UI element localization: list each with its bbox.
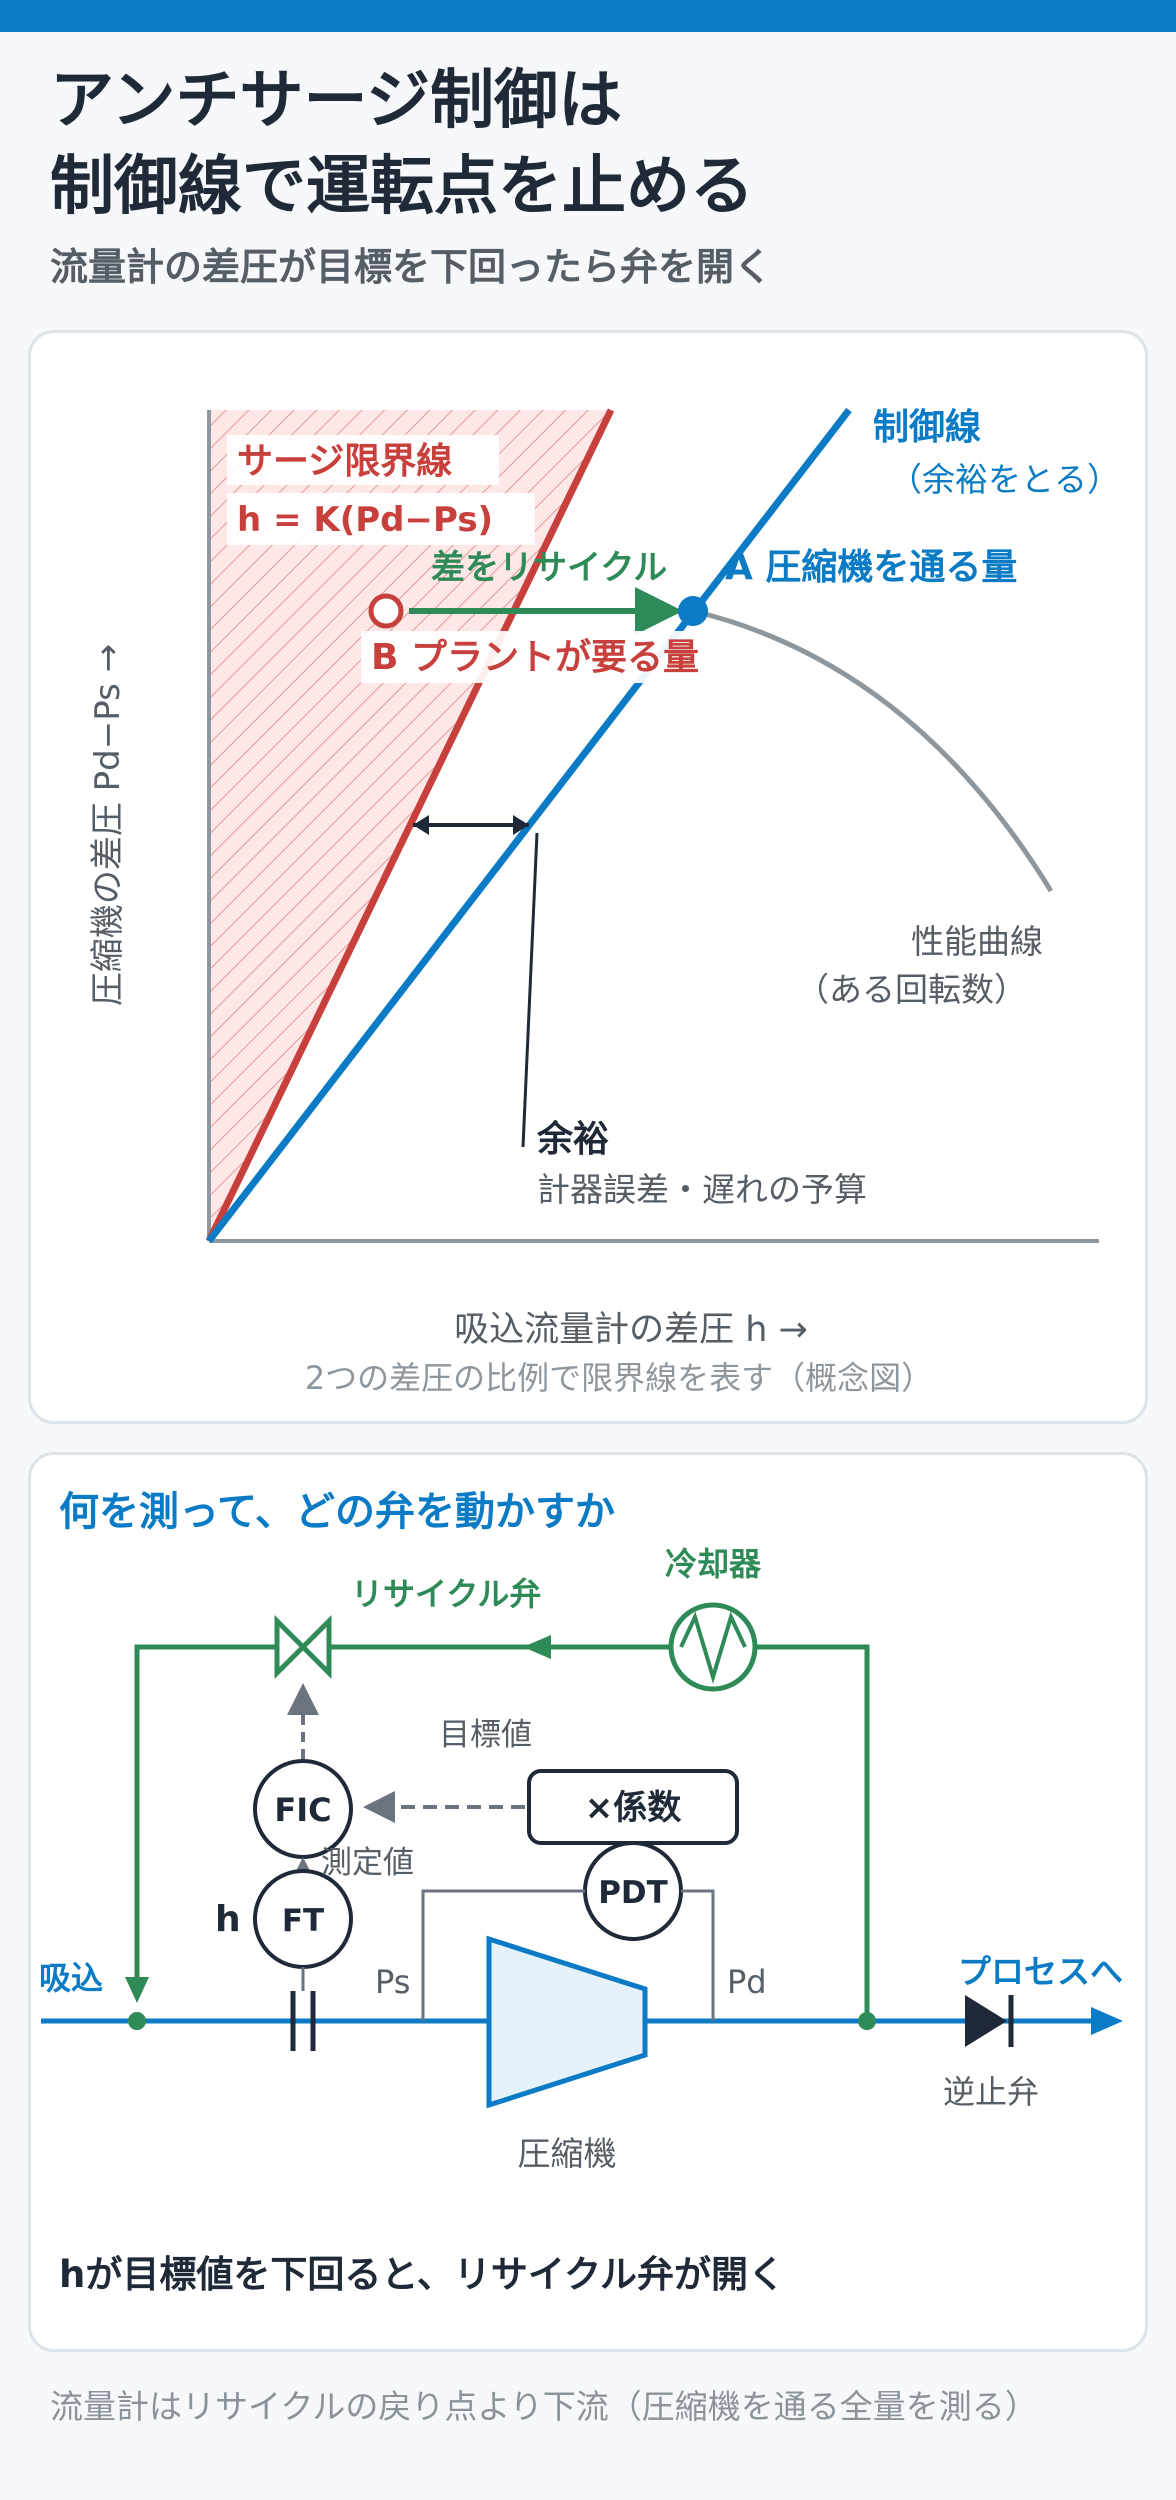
performance-curve-note: （ある回転数） — [796, 970, 1027, 1009]
recycle-return-arrow — [125, 1977, 149, 2003]
recycle-valve-icon — [274, 1614, 332, 1680]
recycle-loop-line — [134, 1644, 870, 2021]
compressor-icon — [486, 1935, 648, 2109]
pd-label: Pd — [727, 1963, 767, 2001]
pdt-label: PDT — [598, 1875, 668, 1911]
footer-note: 流量計はリサイクルの戻り点より下流（圧縮機を通る全量を測る） — [50, 2387, 1038, 2426]
diagram-conclusion: hが目標値を下回ると、リサイクル弁が開く — [59, 2253, 785, 2296]
margin-arrow-head-right — [513, 815, 529, 835]
multiplier-label: ×係数 — [585, 1788, 682, 1828]
pd-impulse-line — [681, 1889, 715, 2021]
control-diagram: 何を測って、どの弁を動かすか リサイクル弁 冷却器 FIC ×係数 目標値 PD… — [39, 1489, 1123, 2296]
check-valve-label: 逆止弁 — [943, 2073, 1039, 2111]
check-valve-icon — [965, 1995, 1007, 2047]
recycle-return-node — [128, 2012, 146, 2030]
ps-label: Ps — [375, 1963, 410, 2001]
compressor-label: 圧縮機 — [518, 2134, 617, 2173]
performance-curve — [692, 608, 1054, 893]
recycle-takeoff-node — [858, 2012, 876, 2030]
to-process-label: プロセスへ — [958, 1952, 1123, 1991]
surge-line — [205, 408, 615, 1243]
point-b-label: B プラントが要る量 — [371, 637, 699, 678]
ps-impulse-line — [421, 1889, 585, 2021]
fic-label: FIC — [274, 1791, 331, 1829]
margin-leader — [521, 832, 539, 1148]
performance-curve-label: 性能曲線 — [911, 922, 1043, 961]
cooler-coil — [679, 1611, 747, 1684]
chart-caption: 2つの差圧の比例で限界線を表す（概念図） — [305, 1359, 933, 1397]
y-axis-label: 圧縮機の差圧 Pd−Ps → — [88, 644, 128, 1006]
cooler-label: 冷却器 — [665, 1545, 762, 1583]
margin-arrow-head-left — [413, 815, 429, 835]
surge-formula-bg — [227, 493, 535, 545]
control-diagram-card: 何を測って、どの弁を動かすか リサイクル弁 冷却器 FIC ×係数 目標値 PD… — [28, 1452, 1148, 2352]
page-title: アンチサージ制御は 制御線で運転点を止める — [50, 58, 1130, 230]
top-accent-bar — [0, 0, 1176, 32]
surge-chart: サージ限界線 h = K(Pd−Ps) 制御線 （余裕をとる） 差をリサイクル … — [88, 407, 1120, 1397]
margin-note: 計器誤差・遅れの予算 — [537, 1170, 867, 1209]
control-line-note: （余裕をとる） — [889, 460, 1120, 499]
h-label: h — [215, 1899, 241, 1940]
point-b-label-bg — [361, 631, 739, 683]
ft-label: FT — [282, 1903, 324, 1939]
surge-label-bg — [227, 435, 499, 485]
surge-line-label: サージ限界線 — [237, 441, 452, 482]
control-line-label: 制御線 — [873, 407, 981, 448]
diagram-heading: 何を測って、どの弁を動かすか — [59, 1489, 615, 1535]
inlet-label: 吸込 — [39, 1959, 103, 1997]
process-outlet-arrow — [1091, 2007, 1123, 2035]
x-axis-label: 吸込流量計の差圧 h → — [454, 1310, 808, 1350]
recycle-label: 差をリサイクル — [431, 548, 667, 588]
surge-line-formula: h = K(Pd−Ps) — [237, 500, 493, 540]
setpoint-label: 目標値 — [439, 1717, 532, 1753]
point-b-marker — [368, 593, 404, 629]
surge-chart-card: サージ限界線 h = K(Pd−Ps) 制御線 （余裕をとる） 差をリサイクル … — [28, 330, 1148, 1424]
recycle-valve-label: リサイクル弁 — [351, 1575, 541, 1613]
point-a-label: A 圧縮機を通る量 — [725, 547, 1017, 588]
point-a-marker — [678, 596, 708, 626]
title-line-2: 制御線で運転点を止める — [50, 150, 754, 224]
margin-label: 余裕 — [536, 1118, 609, 1160]
measured-label: 測定値 — [321, 1845, 414, 1881]
title-line-1: アンチサージ制御は — [50, 64, 623, 138]
page-subtitle: 流量計の差圧が目標を下回ったら弁を開く — [50, 245, 773, 289]
recycle-flow-arrow — [523, 1635, 551, 1659]
